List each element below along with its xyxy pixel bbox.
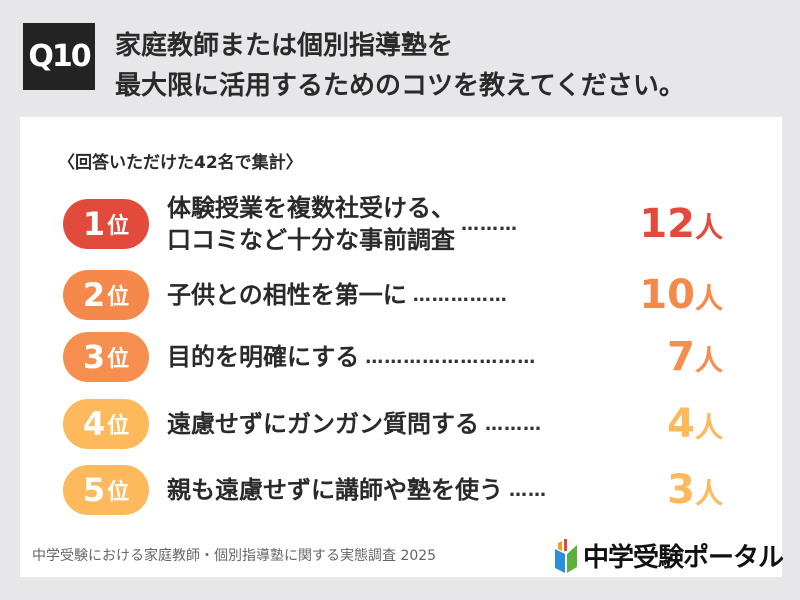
respondent-count: 10人 (633, 272, 723, 318)
title-line: 最大限に活用するためのコツを教えてください。 (115, 71, 685, 101)
logo: 中学受験ポータル (555, 537, 784, 574)
item-label: 親も遠慮せずに講師や塾を使う (167, 474, 503, 506)
item-label-line: 子供との相性を第一に (167, 281, 407, 309)
rank-suffix: 位 (107, 347, 130, 372)
dot-leader: ……………………… (365, 346, 537, 368)
item-label-line: 口コミなど十分な事前調査 (167, 226, 455, 254)
item-label: 子供との相性を第一に (167, 279, 407, 311)
book-icon (555, 538, 577, 573)
respondent-count: 3人 (633, 467, 723, 513)
title-line: 家庭教師または個別指導塾を (115, 31, 454, 61)
item-label-line: 遠慮せずにガンガン質問する (167, 410, 479, 438)
respondent-count: 12人 (633, 201, 723, 247)
dot-leader: ……… (461, 213, 518, 235)
count-unit: 人 (694, 211, 723, 244)
count-value: 7 (667, 334, 695, 380)
count-unit: 人 (694, 477, 723, 510)
respondent-count: 4人 (633, 401, 723, 447)
logo-text: 中学受験ポータル (583, 543, 784, 573)
count-unit: 人 (694, 344, 723, 377)
count-unit: 人 (694, 411, 723, 444)
rank-suffix: 位 (107, 414, 130, 439)
survey-source: 中学受験における家庭教師・個別指導塾に関する実態調査 2025 (32, 548, 437, 564)
dot-leader: …………… (412, 284, 508, 306)
count-value: 4 (667, 401, 695, 447)
rank-suffix: 位 (107, 214, 130, 239)
dot-leader: …… (509, 479, 547, 501)
rank-suffix: 位 (107, 480, 130, 505)
count-value: 12 (639, 201, 695, 247)
rank-number: 5 (82, 471, 106, 509)
rank-suffix: 位 (107, 285, 130, 310)
respondent-note: 〈回答いただけた42名で集計〉 (58, 153, 303, 173)
rank-number: 2 (82, 276, 106, 314)
rank-number: 1 (82, 205, 106, 243)
rank-number: 3 (82, 338, 106, 376)
item-label: 目的を明確にする (167, 341, 359, 373)
item-label: 遠慮せずにガンガン質問する (167, 408, 479, 440)
question-number-badge: Q10 (23, 23, 95, 90)
rank-number: 4 (82, 405, 106, 443)
count-value: 3 (667, 467, 695, 513)
item-label-line: 目的を明確にする (167, 343, 360, 371)
item-label-line: 親も遠慮せずに講師や塾を使う (167, 476, 503, 504)
count-unit: 人 (694, 282, 723, 315)
respondent-count: 7人 (633, 334, 723, 380)
dot-leader: ……… (485, 413, 542, 435)
item-label-line: 体験授業を複数社受ける、 (167, 194, 455, 222)
item-label: 体験授業を複数社受ける、 口コミなど十分な事前調査 (167, 192, 455, 256)
count-value: 10 (639, 272, 695, 318)
question-title: 家庭教師または個別指導塾を 最大限に活用するためのコツを教えてください。 (115, 26, 685, 106)
